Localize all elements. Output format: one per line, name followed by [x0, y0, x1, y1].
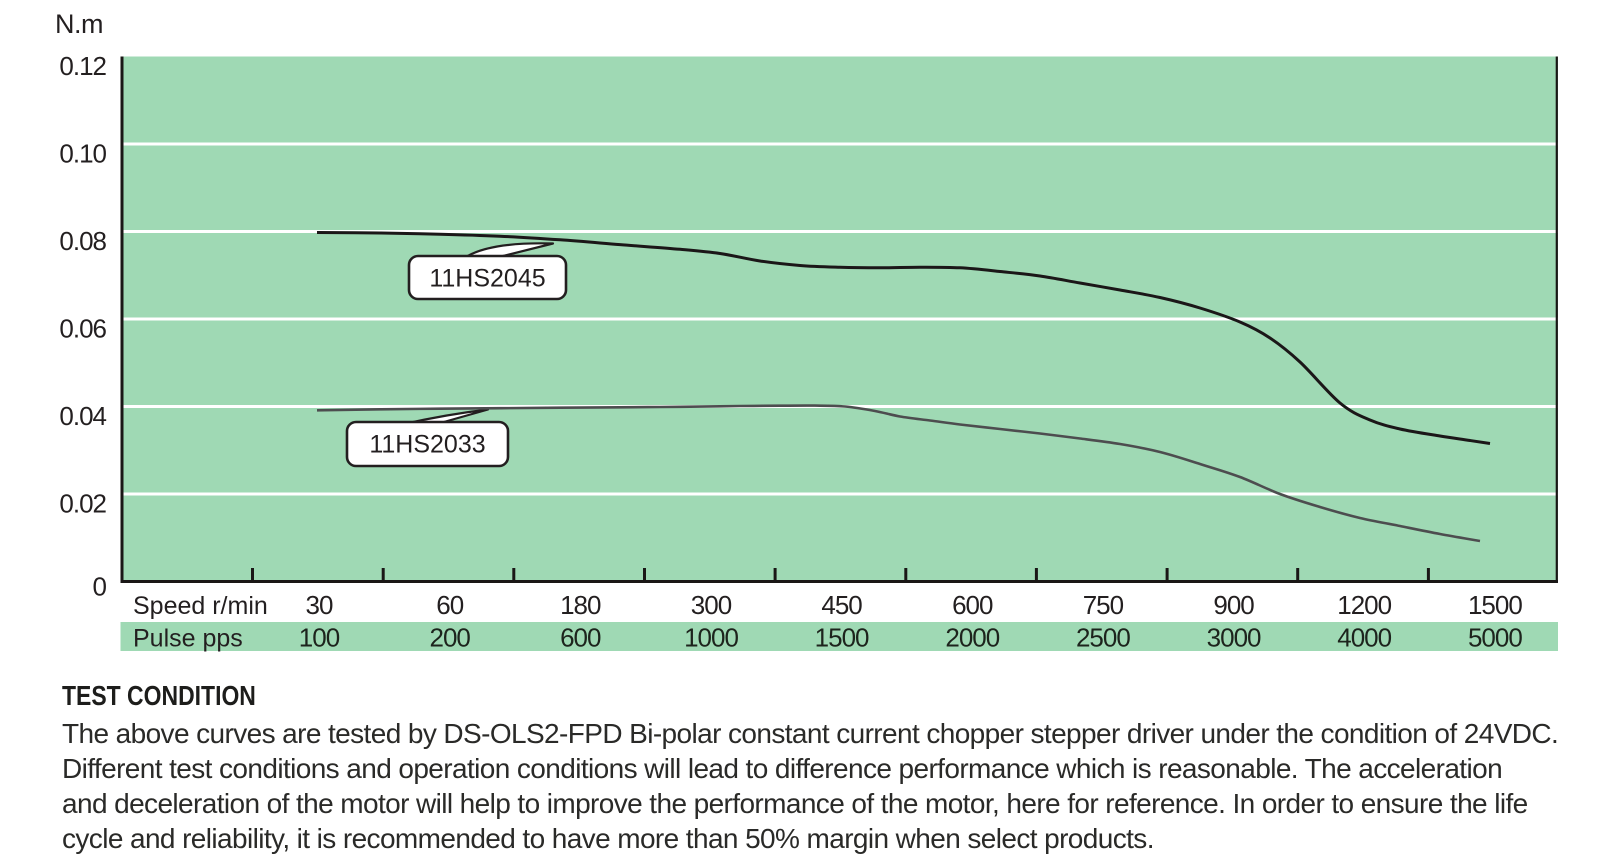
svg-text:11HS2033: 11HS2033 — [369, 431, 485, 459]
svg-text:0.10: 0.10 — [59, 139, 106, 169]
svg-text:180: 180 — [560, 590, 601, 620]
svg-text:0.02: 0.02 — [59, 489, 106, 519]
svg-text:750: 750 — [1083, 590, 1124, 620]
svg-text:100: 100 — [299, 623, 340, 653]
svg-text:450: 450 — [821, 590, 862, 620]
svg-text:0: 0 — [93, 572, 107, 602]
svg-text:4000: 4000 — [1337, 623, 1391, 653]
svg-text:11HS2045: 11HS2045 — [429, 265, 545, 293]
svg-text:900: 900 — [1213, 590, 1254, 620]
svg-text:30: 30 — [306, 590, 333, 620]
svg-text:0.04: 0.04 — [59, 401, 106, 431]
svg-text:2000: 2000 — [945, 623, 999, 653]
svg-text:300: 300 — [691, 590, 732, 620]
svg-text:1500: 1500 — [815, 623, 869, 653]
svg-text:200: 200 — [430, 623, 471, 653]
svg-text:2500: 2500 — [1076, 623, 1130, 653]
svg-text:0.12: 0.12 — [59, 51, 106, 81]
svg-text:N.m: N.m — [55, 9, 103, 39]
svg-text:600: 600 — [560, 623, 601, 653]
svg-text:1200: 1200 — [1337, 590, 1391, 620]
svg-text:3000: 3000 — [1207, 623, 1261, 653]
svg-text:Pulse pps: Pulse pps — [133, 625, 243, 653]
svg-text:0.06: 0.06 — [59, 314, 106, 344]
svg-text:0.08: 0.08 — [59, 226, 106, 256]
svg-text:600: 600 — [952, 590, 993, 620]
svg-text:1500: 1500 — [1468, 590, 1522, 620]
svg-text:60: 60 — [436, 590, 463, 620]
svg-text:5000: 5000 — [1468, 623, 1522, 653]
svg-text:Speed r/min: Speed r/min — [133, 592, 268, 620]
svg-text:1000: 1000 — [684, 623, 738, 653]
